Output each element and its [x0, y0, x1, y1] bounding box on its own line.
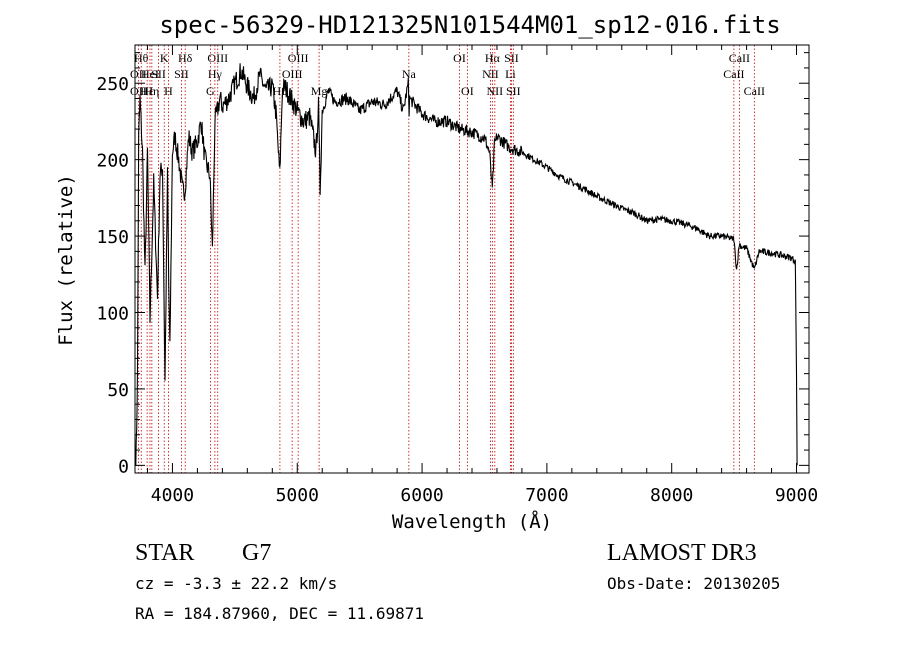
line-marker-label: OIII [207, 51, 228, 65]
line-marker-label: OIII [282, 67, 303, 81]
y-tick-label: 250 [96, 74, 129, 95]
line-marker-label: SII [174, 67, 189, 81]
survey-name: LAMOST DR3 [607, 540, 757, 566]
line-marker-label: G [206, 84, 215, 98]
redshift-text: cz = -3.3 ± 22.2 km/s [135, 574, 338, 593]
x-axis-label: Wavelength (Å) [392, 510, 552, 533]
plot-frame [134, 44, 810, 474]
y-axis-label: Flux (relative) [55, 174, 77, 346]
line-marker-label: OI [461, 84, 474, 98]
line-marker-label: SII [151, 67, 166, 81]
x-tick-label: 5000 [276, 485, 319, 506]
y-tick-label: 200 [96, 151, 129, 172]
line-marker-label: HeI [141, 67, 159, 81]
line-marker-label: CaII [729, 51, 750, 65]
line-marker-label: Hδ [178, 51, 193, 65]
line-marker-label: Li [505, 67, 516, 81]
line-marker-label: Hθ [134, 51, 149, 65]
line-marker-label: OII [130, 84, 147, 98]
x-tick-label: 7000 [525, 485, 568, 506]
spectrum-line [134, 63, 798, 466]
line-marker-label: SII [504, 51, 519, 65]
line-marker-label: Hγ [208, 67, 223, 81]
line-marker-label: Mg [311, 84, 328, 98]
line-marker-label: Hα [485, 51, 501, 65]
y-tick-label: 50 [107, 380, 129, 401]
line-marker-label: OII [130, 67, 147, 81]
subclass: G7 [242, 540, 272, 566]
x-tick-label: 9000 [775, 485, 818, 506]
x-tick-label: 6000 [400, 485, 443, 506]
line-marker-label: H [164, 84, 173, 98]
line-marker-label: OI [453, 51, 466, 65]
x-tick-label: 4000 [151, 485, 194, 506]
line-marker-label: Na [402, 67, 417, 81]
object-class: STAR [135, 540, 195, 566]
line-marker-label: CaII [744, 84, 765, 98]
x-tick-label: 8000 [650, 485, 693, 506]
y-axis: 0 50 100 150 200 250 [96, 52, 809, 477]
x-axis: 4000 5000 6000 7000 8000 9000 [146, 45, 818, 506]
line-marker-label: K [160, 51, 169, 65]
obs-date-text: Obs-Date: 20130205 [607, 574, 781, 593]
line-marker-label: Hη [144, 84, 159, 98]
line-marker-label: NII [482, 67, 499, 81]
y-tick-label: 100 [96, 304, 129, 325]
coordinates-text: RA = 184.87960, DEC = 11.69871 [135, 604, 424, 623]
line-marker-label: CaII [723, 67, 744, 81]
y-tick-label: 150 [96, 227, 129, 248]
line-marker-label: SII [506, 84, 521, 98]
line-marker-label: NII [487, 84, 504, 98]
chart-title: spec-56329-HD121325N101544M01_sp12-016.f… [159, 11, 780, 39]
line-marker-label: OIII [288, 51, 309, 65]
y-tick-label: 0 [118, 456, 129, 477]
line-marker-label: Hε [140, 84, 154, 98]
